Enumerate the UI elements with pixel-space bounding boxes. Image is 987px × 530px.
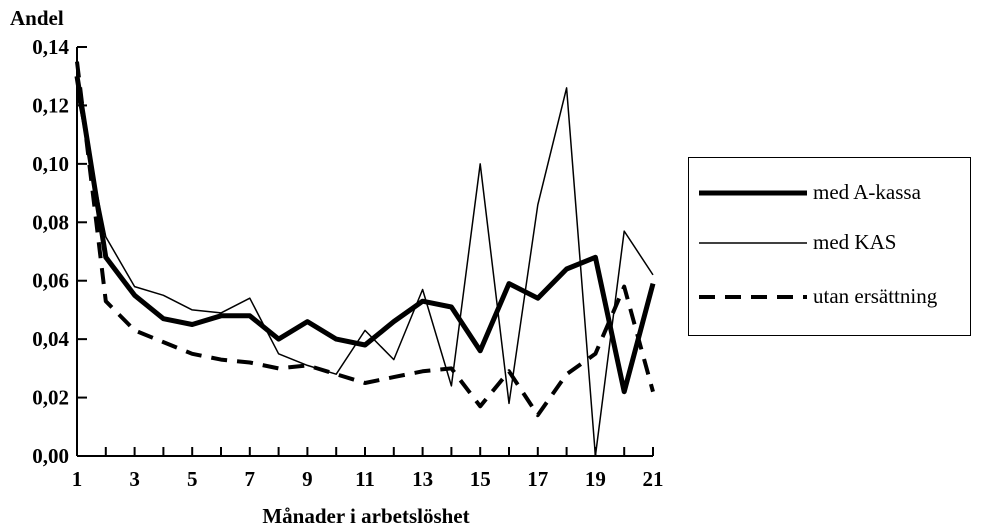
y-tick-label: 0,10 [32, 152, 69, 176]
series-line-thick [74, 75, 656, 395]
y-axis-ticks: 0,00 0,02 0,04 0,06 0,08 0,10 0,12 0,14 [32, 35, 87, 468]
legend-item-utan-ersattning: utan ersättning [689, 282, 970, 312]
legend-item-kas: med KAS [689, 228, 970, 258]
y-tick-label: 0,04 [32, 327, 69, 351]
y-axis-title: Andel [10, 6, 64, 30]
legend-label: med KAS [813, 230, 897, 254]
series-line-thin [76, 87, 654, 457]
x-tick-label: 21 [643, 467, 664, 491]
y-tick-label: 0,14 [32, 35, 69, 59]
x-axis-ticks: 1 3 5 7 9 11 13 15 17 19 21 [72, 447, 664, 491]
x-tick-label: 13 [412, 467, 433, 491]
x-tick-label: 7 [245, 467, 256, 491]
x-tick-label: 15 [470, 467, 491, 491]
series-line-dashed [75, 61, 655, 418]
legend-label: utan ersättning [813, 284, 938, 308]
axes [76, 47, 653, 457]
x-tick-label: 3 [129, 467, 140, 491]
x-tick-label: 17 [527, 467, 548, 491]
series-group [74, 61, 656, 457]
legend: med A-kassa med KAS utan ersättning [688, 157, 971, 336]
x-axis-title: Månader i arbetslöshet [262, 504, 469, 528]
x-tick-label: 1 [72, 467, 83, 491]
x-tick-label: 11 [355, 467, 375, 491]
legend-swatch-dashed [699, 295, 807, 299]
y-tick-label: 0,12 [32, 93, 69, 117]
legend-label: med A-kassa [813, 180, 921, 204]
y-tick-label: 0,06 [32, 269, 69, 293]
legend-swatch-thick [699, 190, 807, 196]
y-tick-label: 0,00 [32, 444, 69, 468]
x-tick-label: 9 [302, 467, 313, 491]
x-tick-label: 5 [187, 467, 198, 491]
y-tick-label: 0,08 [32, 210, 69, 234]
legend-item-a-kassa: med A-kassa [689, 178, 970, 208]
y-tick-label: 0,02 [32, 386, 69, 410]
x-tick-label: 19 [585, 467, 606, 491]
legend-swatch-thin [699, 242, 807, 244]
